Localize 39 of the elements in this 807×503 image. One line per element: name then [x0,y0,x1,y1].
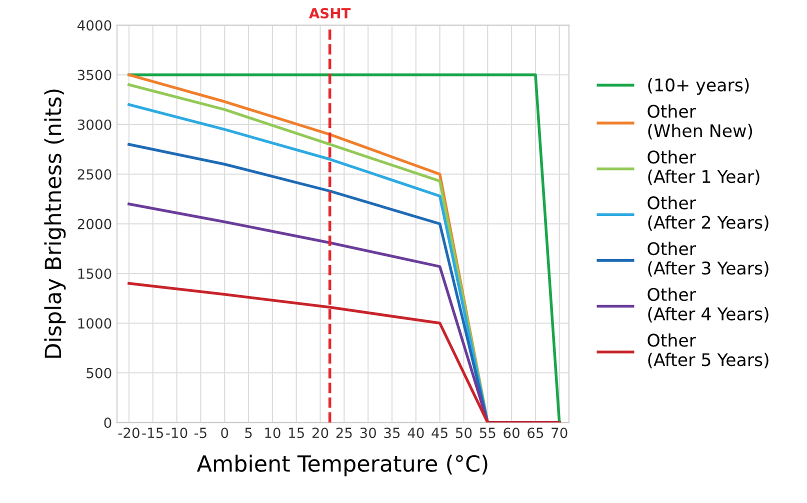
y-tick-label: 0 [104,417,112,428]
legend-label: Other (After 5 Years) [648,333,768,368]
x-tick-label: 40 [408,428,424,438]
y-tick-label: 3000 [78,119,112,130]
x-tick-label: 20 [312,428,328,438]
x-axis-title: Ambient Temperature (°C) [196,454,488,476]
x-tick-label: -15 [142,428,164,438]
x-tick-label: 10 [265,428,280,438]
legend-label: Other (After 1 Year) [648,150,760,186]
legend-label: Other (When New) [648,104,752,140]
x-tick-label: 0 [221,428,228,438]
x-tick-label: 60 [504,428,520,438]
x-tick-label: 50 [456,428,472,438]
y-tick-label: 4000 [77,20,112,31]
x-tick-label: 70 [552,428,568,438]
x-tick-label: 25 [336,428,352,438]
legend-label: Other (After 3 Years) [648,242,768,277]
y-tick-label: 500 [86,368,112,378]
x-tick-label: -10 [166,428,188,438]
x-tick-label: 5 [245,428,252,438]
x-tick-label: 65 [528,428,544,438]
x-tick-label: 45 [432,428,448,438]
x-tick-label: 30 [360,428,376,438]
line-series [128,282,561,423]
x-tick-label: 55 [480,428,496,438]
y-tick-label: 1500 [78,268,112,279]
legend-label: Other (After 2 Years) [648,196,768,231]
x-tick-label: 35 [384,428,400,438]
y-tick-label: 1000 [78,318,112,329]
y-tick-label: 2000 [78,218,112,230]
y-tick-label: 2500 [78,169,112,180]
x-tick-label: -20 [118,428,140,438]
legend-label: (10+ years) [648,78,749,95]
x-tick-label: 15 [289,428,304,438]
ref-line-label: ASHT [308,8,351,18]
y-axis-title: Display Brightness (nits) [44,90,66,358]
x-tick-label: -5 [194,428,206,438]
y-tick-label: 3500 [78,70,112,80]
legend-label: Other (After 4 Years) [648,288,768,322]
